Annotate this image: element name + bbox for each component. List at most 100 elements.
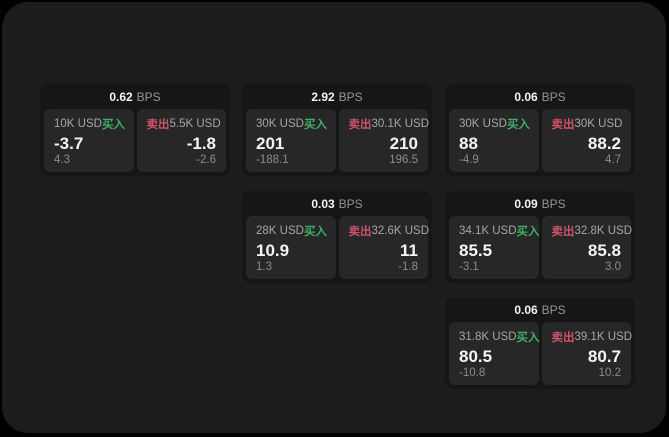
bps-card-1: 0.62 BPS 10K USD 买入 -3.7 4.3 卖出 5.5K USD… (40, 84, 230, 176)
sell-price: 210 (389, 133, 418, 153)
buy-panel[interactable]: 31.8K USD 买入 80.5 -10.8 (449, 322, 540, 385)
sell-amount: 30.1K USD (371, 118, 430, 130)
bps-value: 0.06 (514, 302, 538, 317)
sell-panel[interactable]: 卖出 30.1K USD 210 196.5 (338, 109, 430, 172)
card-header: 0.06 BPS (445, 84, 635, 109)
buy-panel[interactable]: 28K USD 买入 10.9 1.3 (246, 216, 336, 279)
buy-amount: 10K USD (54, 118, 102, 130)
buy-amount: 28K USD (256, 225, 304, 237)
buy-panel[interactable]: 34.1K USD 买入 85.5 -3.1 (449, 216, 540, 279)
card-header: 0.03 BPS (242, 191, 432, 216)
buy-panel[interactable]: 30K USD 买入 201 -188.1 (246, 109, 336, 172)
card-header: 2.92 BPS (242, 84, 432, 109)
sell-amount: 5.5K USD (169, 118, 221, 130)
sell-price: 80.7 (587, 346, 621, 366)
app-surface: 0.62 BPS 10K USD 买入 -3.7 4.3 卖出 5.5K USD… (2, 2, 666, 433)
buy-price: 80.5 (459, 346, 493, 366)
sell-panel-top: 卖出 32.6K USD (348, 223, 430, 239)
sell-amount: 32.6K USD (371, 225, 430, 237)
sell-amount: 39.1K USD (574, 331, 633, 343)
bps-unit-label: BPS (541, 196, 566, 211)
sell-change: 10.2 (598, 366, 621, 379)
sell-price: 88.2 (587, 133, 621, 153)
buy-panel[interactable]: 30K USD 买入 88 -4.9 (449, 109, 539, 172)
bps-value: 0.09 (514, 196, 538, 211)
buy-panel-top: 10K USD 买入 (54, 116, 125, 132)
sell-change: -2.6 (196, 153, 216, 166)
bps-unit-label: BPS (338, 89, 363, 104)
bps-card-6: 0.06 BPS 31.8K USD 买入 80.5 -10.8 卖出 39.1… (445, 297, 635, 389)
bps-unit-label: BPS (338, 196, 363, 211)
sell-amount: 30K USD (574, 118, 623, 130)
buy-side-label: 买入 (303, 226, 327, 238)
bps-card-4: 0.03 BPS 28K USD 买入 10.9 1.3 卖出 32.6K US… (242, 191, 432, 283)
buy-change: -10.8 (459, 366, 486, 379)
buy-price: 85.5 (459, 240, 493, 260)
sell-side-label: 卖出 (551, 119, 575, 131)
sell-panel-top: 卖出 30.1K USD (348, 116, 430, 132)
card-header: 0.09 BPS (445, 191, 635, 216)
sell-panel[interactable]: 卖出 32.8K USD 85.8 3.0 (541, 216, 633, 279)
bps-value: 0.06 (514, 89, 538, 104)
bps-unit-label: BPS (136, 89, 161, 104)
quote-panels: 34.1K USD 买入 85.5 -3.1 卖出 32.8K USD 85.8… (445, 216, 635, 283)
buy-side-label: 买入 (506, 119, 530, 131)
buy-amount: 30K USD (256, 118, 304, 130)
sell-price: 11 (400, 240, 418, 260)
sell-panel-top: 卖出 39.1K USD (551, 329, 633, 345)
bps-value: 2.92 (311, 89, 335, 104)
quote-panels: 30K USD 买入 88 -4.9 卖出 30K USD 88.2 4.7 (445, 109, 635, 176)
bps-card-3: 0.06 BPS 30K USD 买入 88 -4.9 卖出 30K USD 8… (445, 84, 635, 176)
buy-side-label: 买入 (516, 332, 540, 344)
sell-panel-top: 卖出 32.8K USD (551, 223, 633, 239)
bps-unit-label: BPS (541, 89, 566, 104)
buy-price: -3.7 (54, 133, 84, 153)
buy-change: -188.1 (256, 153, 289, 166)
sell-panel-top: 卖出 5.5K USD (146, 116, 221, 132)
sell-panel[interactable]: 卖出 5.5K USD -1.8 -2.6 (136, 109, 226, 172)
buy-change: 1.3 (256, 260, 272, 273)
sell-change: 3.0 (605, 260, 621, 273)
buy-amount: 34.1K USD (459, 225, 517, 237)
sell-panel[interactable]: 卖出 32.6K USD 11 -1.8 (338, 216, 430, 279)
buy-change: -4.9 (459, 153, 479, 166)
buy-change: 4.3 (54, 153, 70, 166)
sell-side-label: 卖出 (551, 226, 575, 238)
sell-side-label: 卖出 (551, 332, 575, 344)
sell-change: -1.8 (398, 260, 418, 273)
buy-panel[interactable]: 10K USD 买入 -3.7 4.3 (44, 109, 134, 172)
sell-side-label: 卖出 (348, 226, 372, 238)
buy-panel-top: 30K USD 买入 (256, 116, 327, 132)
sell-side-label: 卖出 (146, 119, 170, 131)
sell-change: 4.7 (605, 153, 621, 166)
bps-value: 0.62 (109, 89, 133, 104)
card-header: 0.06 BPS (445, 297, 635, 322)
buy-amount: 30K USD (459, 118, 507, 130)
quote-panels: 10K USD 买入 -3.7 4.3 卖出 5.5K USD -1.8 -2.… (40, 109, 230, 176)
sell-change: 196.5 (389, 153, 418, 166)
quote-panels: 31.8K USD 买入 80.5 -10.8 卖出 39.1K USD 80.… (445, 322, 635, 389)
buy-price: 201 (256, 133, 285, 153)
quote-panels: 28K USD 买入 10.9 1.3 卖出 32.6K USD 11 -1.8 (242, 216, 432, 283)
buy-side-label: 买入 (303, 119, 327, 131)
buy-panel-top: 31.8K USD 买入 (459, 329, 540, 345)
buy-amount: 31.8K USD (459, 331, 517, 343)
bps-card-5: 0.09 BPS 34.1K USD 买入 85.5 -3.1 卖出 32.8K… (445, 191, 635, 283)
sell-panel[interactable]: 卖出 30K USD 88.2 4.7 (541, 109, 631, 172)
buy-side-label: 买入 (101, 119, 125, 131)
sell-side-label: 卖出 (348, 119, 372, 131)
buy-side-label: 买入 (516, 226, 540, 238)
sell-amount: 32.8K USD (574, 225, 633, 237)
buy-panel-top: 28K USD 买入 (256, 223, 327, 239)
card-header: 0.62 BPS (40, 84, 230, 109)
buy-panel-top: 30K USD 买入 (459, 116, 530, 132)
buy-price: 88 (459, 133, 478, 153)
buy-price: 10.9 (256, 240, 290, 260)
quote-panels: 30K USD 买入 201 -188.1 卖出 30.1K USD 210 1… (242, 109, 432, 176)
sell-panel-top: 卖出 30K USD (551, 116, 623, 132)
bps-unit-label: BPS (541, 302, 566, 317)
sell-price: 85.8 (587, 240, 621, 260)
sell-panel[interactable]: 卖出 39.1K USD 80.7 10.2 (541, 322, 633, 385)
buy-change: -3.1 (459, 260, 479, 273)
bps-value: 0.03 (311, 196, 335, 211)
